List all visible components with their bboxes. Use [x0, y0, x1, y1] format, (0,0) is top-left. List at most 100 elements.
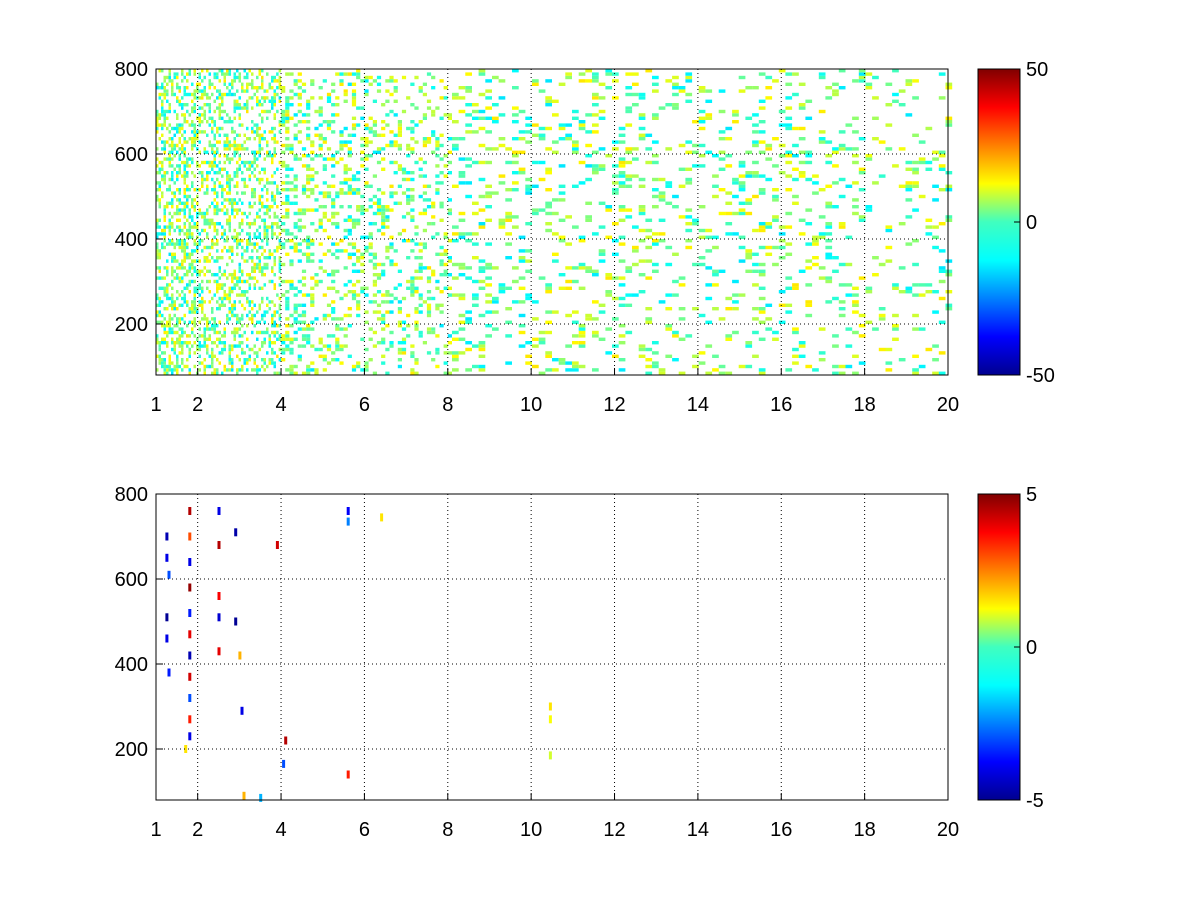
top-heatmap-cell [158, 256, 161, 260]
top-heatmap-cell [518, 109, 526, 114]
top-heatmap-cell [263, 337, 266, 341]
top-heatmap-cell [188, 283, 191, 287]
top-heatmap-cell [658, 177, 666, 182]
top-heatmap-cell [256, 279, 259, 284]
top-heatmap-cell [166, 99, 169, 103]
top-heatmap-cell [505, 320, 512, 324]
top-heatmap-cell [343, 327, 348, 331]
top-heatmap-cell [285, 113, 290, 117]
top-heatmap-cell [271, 361, 274, 365]
top-heatmap-cell [228, 147, 231, 151]
top-heatmap-cell [241, 147, 244, 151]
top-heatmap-cell [318, 109, 323, 114]
top-heatmap-cell [203, 245, 206, 250]
top-heatmap-cell [545, 126, 552, 131]
top-heatmap-cell [271, 347, 274, 352]
top-heatmap-cell [183, 113, 186, 117]
top-heatmap-cell [166, 371, 169, 375]
top-heatmap-cell [293, 194, 298, 199]
top-heatmap-cell [364, 249, 369, 253]
top-heatmap-cell [196, 82, 199, 86]
top-heatmap-cell [186, 256, 189, 260]
top-heatmap-cell [188, 194, 191, 199]
top-heatmap-cell [216, 368, 219, 372]
top-heatmap-cell [443, 164, 448, 168]
top-heatmap-cell [191, 130, 194, 134]
top-heatmap-cell [472, 201, 479, 205]
top-heatmap-cell [271, 279, 274, 284]
top-heatmap-cell [211, 310, 214, 314]
top-heatmap-cell [258, 232, 261, 236]
top-heatmap-cell [173, 194, 176, 199]
top-heatmap-cell [858, 218, 866, 222]
top-heatmap-cell [203, 222, 206, 226]
top-heatmap-cell [698, 262, 706, 267]
top-heatmap-cell [226, 208, 229, 212]
top-heatmap-cell [246, 184, 249, 188]
top-heatmap-cell [203, 341, 206, 345]
top-heatmap-cell [246, 232, 249, 236]
top-heatmap-cell [705, 344, 713, 348]
top-heatmap-cell [273, 324, 276, 328]
top-heatmap-cell [335, 317, 340, 321]
top-heatmap-cell [158, 276, 161, 280]
top-heatmap-cell [335, 256, 340, 260]
top-heatmap-cell [278, 75, 282, 80]
top-heatmap-cell [422, 160, 427, 165]
top-heatmap-cell [268, 86, 271, 90]
top-heatmap-cell [213, 242, 216, 246]
top-heatmap-cell [356, 269, 361, 273]
top-heatmap-cell [347, 228, 352, 233]
top-heatmap-cell [718, 89, 726, 93]
top-heatmap-cell [422, 184, 427, 188]
top-heatmap-cell [389, 341, 394, 345]
top-heatmap-cell [176, 341, 179, 345]
top-heatmap-cell [632, 174, 639, 178]
top-heatmap-cell [356, 303, 361, 307]
top-x-tick-label: 1 [150, 394, 161, 416]
top-heatmap-cell [243, 106, 246, 110]
top-heatmap-cell [772, 245, 779, 250]
top-heatmap-cell [638, 113, 646, 117]
top-heatmap-cell [938, 269, 946, 273]
top-heatmap-cell [206, 324, 209, 328]
top-heatmap-cell [439, 133, 444, 137]
top-heatmap-cell [196, 215, 199, 219]
top-heatmap-cell [216, 194, 219, 199]
top-heatmap-cell [652, 113, 659, 117]
top-heatmap-cell [465, 194, 472, 199]
top-heatmap-cell [221, 303, 224, 307]
top-heatmap-cell [385, 324, 390, 328]
top-heatmap-cell [306, 188, 311, 192]
top-heatmap-cell [191, 92, 194, 97]
top-heatmap-cell [268, 337, 271, 341]
top-heatmap-cell [426, 327, 432, 331]
top-heatmap-cell [191, 330, 194, 335]
bottom-colorbar-ticks: 50-5 [1014, 484, 1044, 812]
top-heatmap-cell [183, 225, 186, 229]
top-heatmap-cell [422, 211, 427, 216]
top-heatmap-cell [297, 354, 302, 358]
top-heatmap-cell [163, 361, 166, 365]
bottom-heatmap-point [234, 617, 238, 626]
top-heatmap-cell [322, 205, 327, 209]
top-heatmap-cell [385, 300, 390, 304]
top-heatmap-cell [478, 194, 486, 199]
top-heatmap-cell [331, 222, 336, 226]
top-heatmap-cell [678, 307, 686, 311]
top-heatmap-cell [578, 72, 586, 76]
top-heatmap-cell [166, 126, 169, 131]
top-heatmap-cell [276, 222, 279, 226]
top-heatmap-cell [485, 300, 492, 304]
top-heatmap-cell [228, 368, 231, 372]
top-heatmap-cell [191, 218, 194, 222]
top-heatmap-cell [598, 252, 606, 256]
top-heatmap-cell [318, 113, 323, 117]
top-heatmap-cell [805, 242, 813, 246]
top-heatmap-cell [193, 364, 196, 369]
top-heatmap-cell [231, 361, 234, 365]
top-heatmap-cell [885, 103, 893, 107]
top-heatmap-cell [347, 140, 352, 144]
top-heatmap-cell [652, 364, 659, 369]
top-heatmap-cell [293, 79, 298, 83]
